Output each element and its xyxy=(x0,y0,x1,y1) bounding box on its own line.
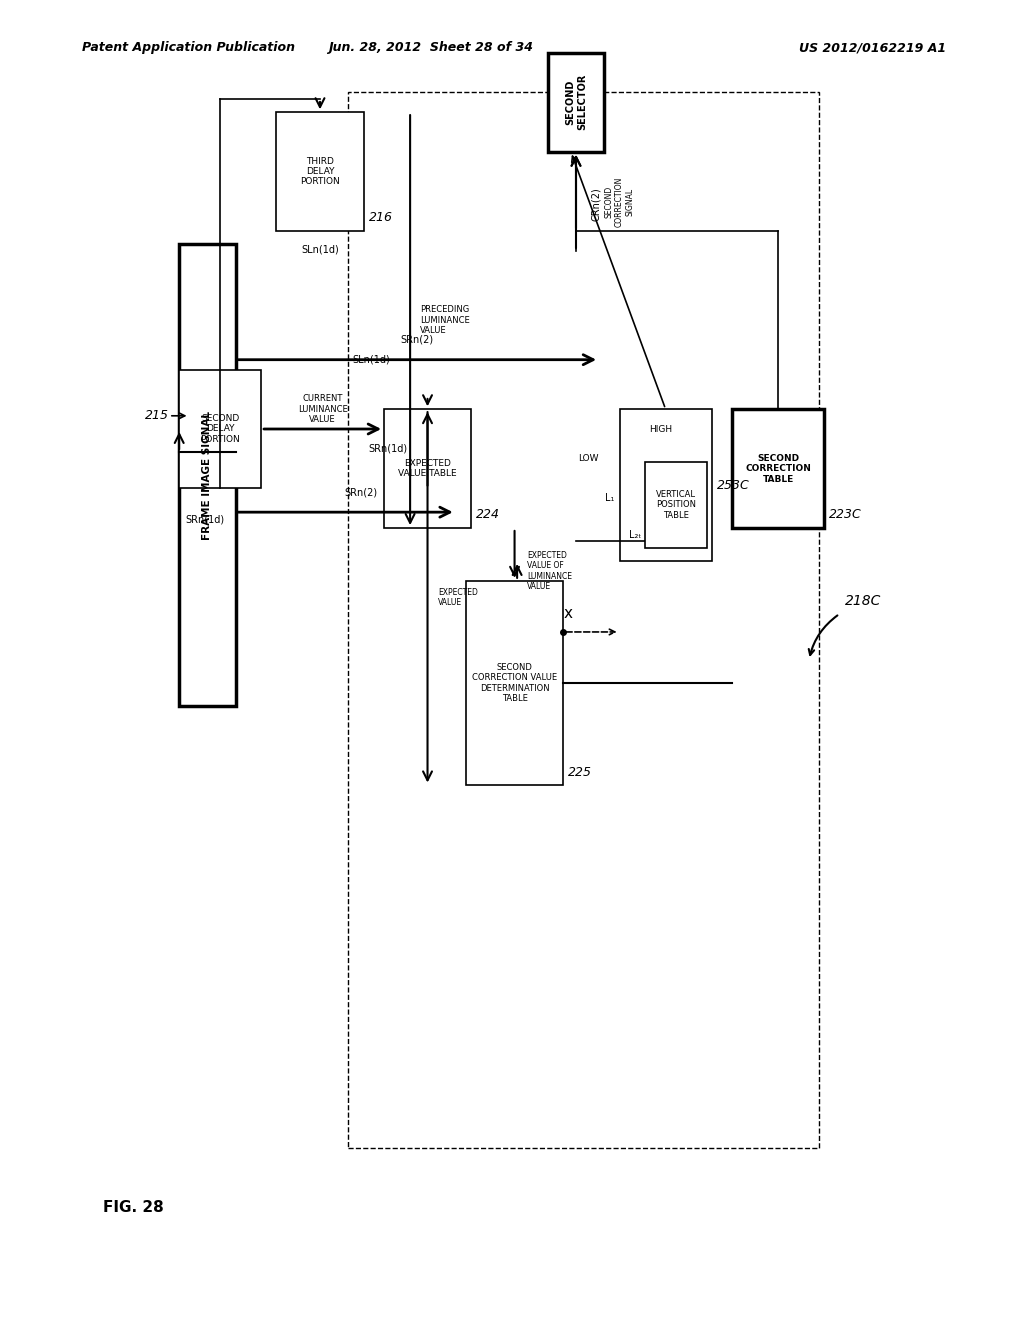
Text: SLn(1d): SLn(1d) xyxy=(301,244,339,255)
Text: SLn(1d): SLn(1d) xyxy=(352,355,389,364)
FancyBboxPatch shape xyxy=(620,409,712,561)
Text: 223C: 223C xyxy=(829,508,862,521)
Text: 225: 225 xyxy=(568,766,592,779)
Text: SECOND
SELECTOR: SECOND SELECTOR xyxy=(565,74,587,131)
Text: EXPECTED
VALUE: EXPECTED VALUE xyxy=(438,587,477,607)
Text: SRn(1d): SRn(1d) xyxy=(185,515,224,525)
Text: SECOND
DELAY
PORTION: SECOND DELAY PORTION xyxy=(201,414,240,444)
Text: EXPECTED
VALUE OF
LUMINANCE
VALUE: EXPECTED VALUE OF LUMINANCE VALUE xyxy=(527,550,572,591)
Text: SRn(2): SRn(2) xyxy=(344,487,378,498)
Text: x: x xyxy=(564,606,572,622)
Text: EXPECTED
VALUE TABLE: EXPECTED VALUE TABLE xyxy=(398,459,457,478)
Text: HIGH: HIGH xyxy=(649,425,672,433)
FancyBboxPatch shape xyxy=(179,244,236,706)
Text: CURRENT
LUMINANCE
VALUE: CURRENT LUMINANCE VALUE xyxy=(298,395,347,424)
FancyBboxPatch shape xyxy=(732,409,824,528)
Text: CRn(2): CRn(2) xyxy=(592,187,601,222)
Text: SECOND
CORRECTION VALUE
DETERMINATION
TABLE: SECOND CORRECTION VALUE DETERMINATION TA… xyxy=(472,663,557,704)
Text: L₂ₜ: L₂ₜ xyxy=(629,529,641,540)
Text: 253C: 253C xyxy=(717,479,750,491)
Text: LOW: LOW xyxy=(579,454,599,463)
Text: SECOND
CORRECTION
TABLE: SECOND CORRECTION TABLE xyxy=(745,454,811,483)
Text: Jun. 28, 2012  Sheet 28 of 34: Jun. 28, 2012 Sheet 28 of 34 xyxy=(328,41,532,54)
FancyBboxPatch shape xyxy=(645,462,707,548)
FancyBboxPatch shape xyxy=(548,53,604,152)
Text: SRn(2): SRn(2) xyxy=(400,335,434,345)
Text: 218C: 218C xyxy=(845,594,882,607)
Text: FIG. 28: FIG. 28 xyxy=(102,1200,164,1216)
FancyBboxPatch shape xyxy=(276,112,364,231)
Text: SECOND
CORRECTION
SIGNAL: SECOND CORRECTION SIGNAL xyxy=(604,177,635,227)
Text: THIRD
DELAY
PORTION: THIRD DELAY PORTION xyxy=(300,157,340,186)
Text: US 2012/0162219 A1: US 2012/0162219 A1 xyxy=(799,41,946,54)
Text: PRECEDING
LUMINANCE
VALUE: PRECEDING LUMINANCE VALUE xyxy=(421,305,470,335)
Text: Patent Application Publication: Patent Application Publication xyxy=(82,41,295,54)
FancyBboxPatch shape xyxy=(179,370,261,488)
Text: SRn(1d): SRn(1d) xyxy=(368,444,407,454)
Text: L₁: L₁ xyxy=(604,494,614,503)
FancyBboxPatch shape xyxy=(466,581,563,785)
Text: FRAME IMAGE SIGNAL: FRAME IMAGE SIGNAL xyxy=(203,411,212,540)
Text: 224: 224 xyxy=(476,508,500,521)
FancyBboxPatch shape xyxy=(384,409,471,528)
Text: VERTICAL
POSITION
TABLE: VERTICAL POSITION TABLE xyxy=(655,490,696,520)
Text: 215: 215 xyxy=(145,409,169,422)
Text: 216: 216 xyxy=(369,211,392,224)
